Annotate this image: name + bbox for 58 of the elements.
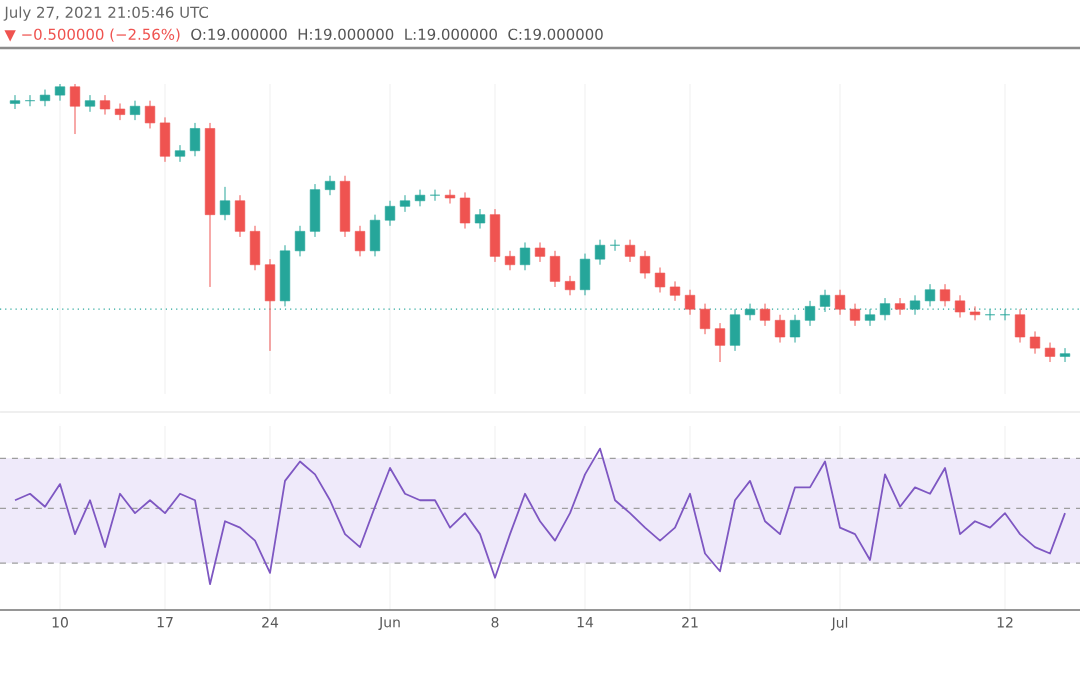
candlestick	[489, 208, 501, 263]
candlestick	[189, 122, 201, 157]
candlestick	[969, 305, 981, 321]
candlestick	[534, 241, 546, 263]
candlestick	[369, 214, 381, 257]
candlestick	[234, 194, 246, 238]
candlestick	[384, 200, 396, 227]
candlestick	[549, 250, 561, 288]
candlestick	[399, 194, 411, 213]
candlestick	[129, 100, 141, 121]
candlestick	[429, 189, 441, 202]
candlestick	[309, 183, 321, 238]
candlestick	[774, 314, 786, 344]
candlestick	[294, 225, 306, 257]
candlestick	[1059, 347, 1071, 363]
candlestick	[624, 239, 636, 263]
candlestick	[84, 94, 96, 113]
candlestick	[264, 258, 276, 352]
candlestick	[579, 253, 591, 296]
candlestick	[564, 275, 576, 296]
candlestick	[474, 208, 486, 230]
candlestick	[504, 250, 516, 271]
candlestick	[834, 289, 846, 316]
candlestick	[414, 189, 426, 207]
candlestick	[69, 83, 81, 135]
candlestick	[654, 266, 666, 294]
candlestick	[1029, 330, 1041, 355]
candlestick	[24, 94, 36, 107]
candlestick	[174, 144, 186, 163]
candlestick	[849, 303, 861, 327]
candlestick	[219, 186, 231, 221]
candlestick	[714, 322, 726, 363]
candlestick	[789, 314, 801, 344]
candlestick	[144, 100, 156, 129]
candlestick	[39, 89, 51, 107]
candlestick	[324, 175, 336, 196]
candlestick	[954, 294, 966, 319]
candlestick	[939, 283, 951, 307]
candlestick	[159, 116, 171, 163]
candlestick	[249, 225, 261, 271]
candlestick	[1044, 342, 1056, 363]
candlestick	[519, 241, 531, 271]
candlestick	[609, 239, 621, 252]
candlestick	[894, 297, 906, 316]
candlestick	[759, 303, 771, 327]
candlestick	[114, 102, 126, 121]
candlestick	[444, 189, 456, 205]
candlestick	[1014, 308, 1026, 344]
candlestick	[594, 239, 606, 266]
candlestick	[99, 94, 111, 116]
candlestick	[699, 303, 711, 335]
candlestick	[459, 191, 471, 230]
candlestick	[354, 225, 366, 257]
candlestick	[669, 280, 681, 302]
candlestick	[639, 250, 651, 280]
candlestick	[684, 289, 696, 316]
candlestick	[9, 94, 21, 110]
candlestick	[924, 283, 936, 307]
